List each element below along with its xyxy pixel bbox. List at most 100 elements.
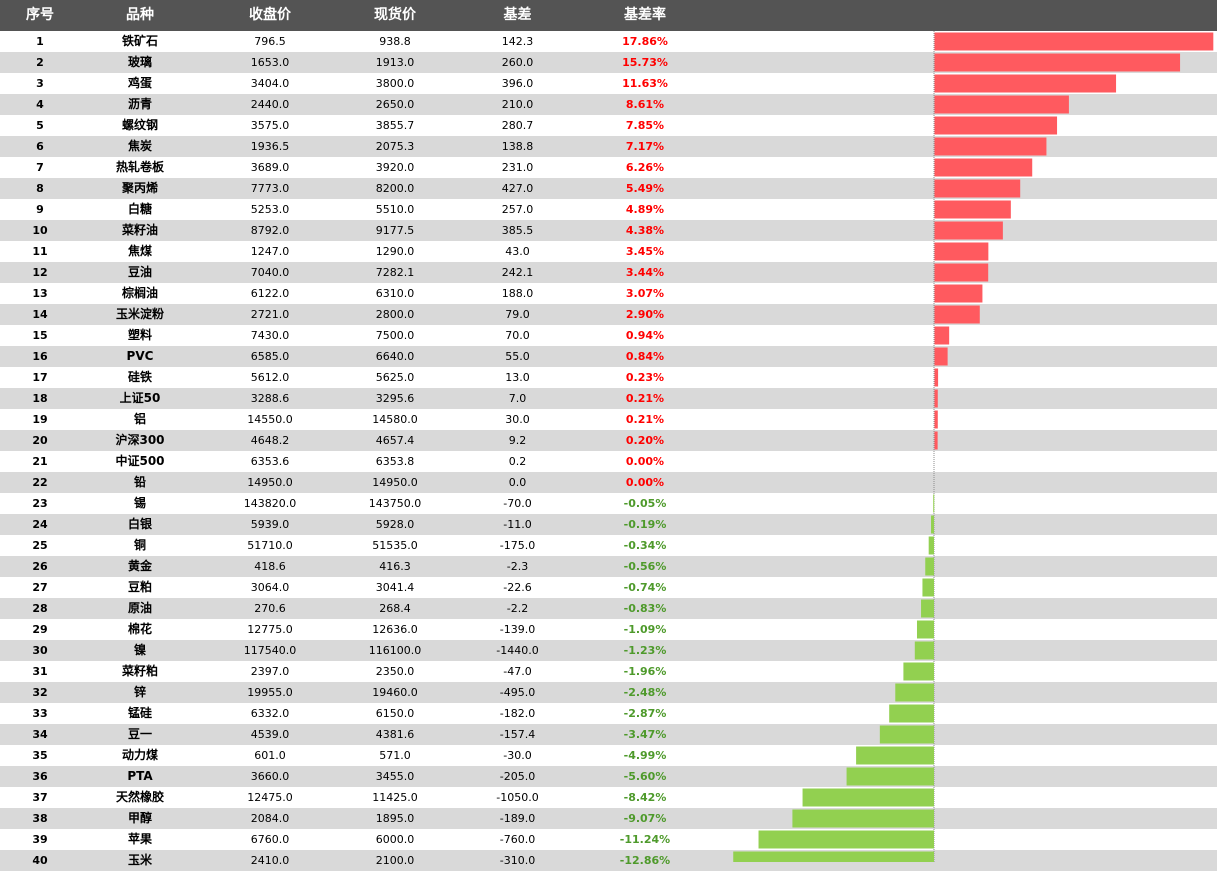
row-number: 34	[32, 728, 48, 741]
close-price: 12775.0	[247, 623, 293, 636]
basis-value: 13.0	[505, 371, 530, 384]
bar-5	[934, 116, 1058, 135]
close-price: 5253.0	[250, 203, 290, 216]
table-row: 6 焦炭 1936.5 2075.3 138.8 7.17%	[0, 136, 1217, 157]
table-row: 11 焦煤 1247.0 1290.0 43.0 3.45%	[0, 241, 1217, 262]
bar-15	[934, 326, 950, 345]
bar-2	[934, 53, 1181, 72]
table-row: 19 铝 14550.0 14580.0 30.0 0.21%	[0, 409, 1217, 430]
table-row: 1 铁矿石 796.5 938.8 142.3 17.86%	[0, 31, 1217, 52]
product-name: 铁矿石	[121, 34, 158, 48]
close-price: 3288.6	[250, 392, 290, 405]
table-row: 16 PVC 6585.0 6640.0 55.0 0.84%	[0, 346, 1217, 367]
spot-price: 416.3	[379, 560, 411, 573]
table-row: 33 锰硅 6332.0 6150.0 -182.0 -2.87%	[0, 703, 1217, 724]
spot-price: 938.8	[379, 35, 411, 48]
close-price: 19955.0	[247, 686, 293, 699]
basis-rate: -2.48%	[623, 686, 667, 699]
basis-rate: -0.19%	[623, 518, 667, 531]
product-name: 锌	[133, 685, 146, 699]
bar-14	[934, 305, 980, 324]
basis-value: 70.0	[505, 329, 530, 342]
close-price: 2721.0	[250, 308, 290, 321]
product-name: 锡	[133, 496, 146, 510]
header-no: 序号	[26, 7, 54, 23]
close-price: 270.6	[254, 602, 286, 615]
row-number: 30	[32, 644, 48, 657]
product-name: 豆油	[127, 265, 152, 279]
bar-25	[928, 536, 934, 555]
table-header: 序号 品种 收盘价 现货价 基差 基差率	[0, 0, 1217, 31]
basis-rate: 7.17%	[625, 140, 665, 153]
product-name: 豆一	[127, 727, 152, 741]
row-number: 21	[32, 455, 48, 468]
table-row: 17 硅铁 5612.0 5625.0 13.0 0.23%	[0, 367, 1217, 388]
table-row: 27 豆粕 3064.0 3041.4 -22.6 -0.74%	[0, 577, 1217, 598]
close-price: 3660.0	[250, 770, 290, 783]
basis-rate: 15.73%	[622, 56, 668, 69]
basis-value: 260.0	[501, 56, 534, 69]
close-price: 2440.0	[250, 98, 290, 111]
basis-rate: 0.21%	[625, 413, 665, 426]
close-price: 5612.0	[250, 371, 290, 384]
row-number: 32	[32, 686, 48, 699]
bar-28	[921, 599, 934, 618]
close-price: 796.5	[254, 35, 286, 48]
table-row: 37 天然橡胶 12475.0 11425.0 -1050.0 -8.42%	[0, 787, 1217, 808]
basis-value: 231.0	[501, 161, 534, 174]
basis-value: -495.0	[499, 686, 536, 699]
basis-rate: 0.00%	[625, 476, 665, 489]
basis-value: 7.0	[508, 392, 527, 405]
product-name: 铝	[133, 412, 146, 426]
bar-37	[802, 788, 934, 807]
product-name: 天然橡胶	[115, 790, 164, 804]
spot-price: 268.4	[379, 602, 411, 615]
spot-price: 3855.7	[375, 119, 415, 132]
spot-price: 1895.0	[375, 812, 415, 825]
close-price: 2084.0	[250, 812, 290, 825]
basis-value: -182.0	[499, 707, 536, 720]
close-price: 6760.0	[250, 833, 290, 846]
basis-value: 242.1	[501, 266, 534, 279]
basis-rate: 0.21%	[625, 392, 665, 405]
basis-rate: 11.63%	[622, 77, 668, 90]
basis-rate: 8.61%	[625, 98, 665, 111]
basis-value: -139.0	[499, 623, 536, 636]
basis-value: 188.0	[501, 287, 534, 300]
product-name: 聚丙烯	[121, 181, 158, 195]
spot-price: 14950.0	[372, 476, 418, 489]
row-number: 20	[32, 434, 48, 447]
table-row: 2 玻璃 1653.0 1913.0 260.0 15.73%	[0, 52, 1217, 73]
spot-price: 51535.0	[372, 539, 418, 552]
product-name: 塑料	[127, 328, 152, 342]
bar-31	[903, 662, 934, 681]
row-number: 39	[32, 833, 48, 846]
spot-price: 5625.0	[375, 371, 415, 384]
row-number: 7	[36, 161, 44, 174]
row-number: 5	[36, 119, 44, 132]
spot-price: 1913.0	[375, 56, 415, 69]
basis-rate: -2.87%	[623, 707, 667, 720]
row-number: 22	[32, 476, 48, 489]
basis-value: 55.0	[505, 350, 530, 363]
product-name: 棉花	[127, 622, 152, 636]
basis-rate: -5.60%	[623, 770, 667, 783]
basis-rate: -0.83%	[623, 602, 667, 615]
product-name: 黄金	[127, 559, 152, 573]
basis-value: -760.0	[499, 833, 536, 846]
table-row: 26 黄金 418.6 416.3 -2.3 -0.56%	[0, 556, 1217, 577]
spot-price: 3295.6	[375, 392, 415, 405]
basis-value: -11.0	[503, 518, 532, 531]
product-name: 螺纹钢	[121, 118, 158, 132]
product-name: 焦煤	[127, 244, 152, 258]
close-price: 2410.0	[250, 854, 290, 867]
basis-rate: -4.99%	[623, 749, 667, 762]
basis-rate: -0.56%	[623, 560, 667, 573]
table-row: 13 棕榈油 6122.0 6310.0 188.0 3.07%	[0, 283, 1217, 304]
table-row: 3 鸡蛋 3404.0 3800.0 396.0 11.63%	[0, 73, 1217, 94]
product-name: 菜籽油	[121, 223, 158, 237]
table-row: 20 沪深300 4648.2 4657.4 9.2 0.20%	[0, 430, 1217, 451]
bar-34	[879, 725, 934, 744]
spot-price: 7500.0	[375, 329, 415, 342]
spot-price: 5510.0	[375, 203, 415, 216]
